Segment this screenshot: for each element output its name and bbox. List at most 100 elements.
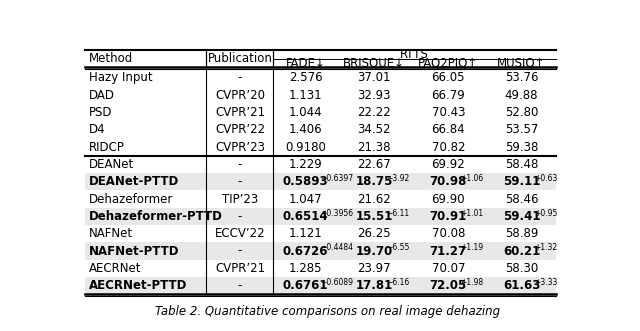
Text: 18.75: 18.75 <box>355 175 392 188</box>
Text: AECRNet-PTTD: AECRNet-PTTD <box>89 279 188 292</box>
Text: 26.25: 26.25 <box>357 227 390 240</box>
Text: MUSIQ↑: MUSIQ↑ <box>497 57 546 70</box>
Text: 0.5893: 0.5893 <box>283 175 328 188</box>
Text: 70.08: 70.08 <box>431 227 465 240</box>
Text: 21.62: 21.62 <box>357 193 391 206</box>
Text: 2.576: 2.576 <box>289 71 323 84</box>
Text: CVPR’20: CVPR’20 <box>215 88 265 102</box>
Text: 37.01: 37.01 <box>357 71 390 84</box>
Text: 0.6514: 0.6514 <box>283 210 328 223</box>
Text: 15.51: 15.51 <box>355 210 392 223</box>
Text: -: - <box>238 158 242 171</box>
Text: 70.91: 70.91 <box>429 210 467 223</box>
Text: 70.07: 70.07 <box>431 262 465 275</box>
Text: -: - <box>238 210 242 223</box>
Text: 49.88: 49.88 <box>505 88 538 102</box>
Text: 53.57: 53.57 <box>505 123 538 136</box>
Text: -: - <box>238 71 242 84</box>
Text: 70.98: 70.98 <box>429 175 467 188</box>
Text: +1.98: +1.98 <box>461 278 484 287</box>
Text: 22.22: 22.22 <box>357 106 391 119</box>
Text: −6.11: −6.11 <box>387 209 410 218</box>
Text: +1.32: +1.32 <box>534 243 557 253</box>
Text: Publication: Publication <box>207 52 273 65</box>
Text: RIDCP: RIDCP <box>89 141 125 154</box>
Text: 0.6761: 0.6761 <box>283 279 328 292</box>
Text: 59.11: 59.11 <box>503 175 540 188</box>
Text: +3.33: +3.33 <box>534 278 557 287</box>
Text: 66.84: 66.84 <box>431 123 465 136</box>
Text: 58.48: 58.48 <box>505 158 538 171</box>
Text: 34.52: 34.52 <box>357 123 390 136</box>
Text: 1.406: 1.406 <box>289 123 323 136</box>
Text: DEANet: DEANet <box>89 158 134 171</box>
Text: CVPR’22: CVPR’22 <box>215 123 265 136</box>
Text: PSD: PSD <box>89 106 113 119</box>
Text: 66.05: 66.05 <box>431 71 465 84</box>
Text: ECCV’22: ECCV’22 <box>214 227 265 240</box>
Text: 21.38: 21.38 <box>357 141 390 154</box>
Text: 52.80: 52.80 <box>505 106 538 119</box>
Text: −0.4484: −0.4484 <box>320 243 353 253</box>
Text: 22.67: 22.67 <box>357 158 391 171</box>
Text: CVPR’23: CVPR’23 <box>215 141 265 154</box>
FancyBboxPatch shape <box>85 173 556 190</box>
Text: 58.30: 58.30 <box>505 262 538 275</box>
Text: 61.63: 61.63 <box>503 279 540 292</box>
Text: 1.285: 1.285 <box>289 262 323 275</box>
Text: FADE↓: FADE↓ <box>285 57 326 70</box>
Text: AECRNet: AECRNet <box>89 262 141 275</box>
Text: +0.95: +0.95 <box>534 209 557 218</box>
Text: 1.229: 1.229 <box>289 158 323 171</box>
Text: NAFNet-PTTD: NAFNet-PTTD <box>89 245 179 258</box>
Text: 0.9180: 0.9180 <box>285 141 326 154</box>
Text: Dehazeformer: Dehazeformer <box>89 193 173 206</box>
Text: -: - <box>238 279 242 292</box>
FancyBboxPatch shape <box>85 208 556 225</box>
Text: 69.90: 69.90 <box>431 193 465 206</box>
Text: 58.89: 58.89 <box>505 227 538 240</box>
Text: 1.121: 1.121 <box>289 227 323 240</box>
Text: Table 2. Quantitative comparisons on real image dehazing: Table 2. Quantitative comparisons on rea… <box>156 305 500 317</box>
Text: Hazy Input: Hazy Input <box>89 71 152 84</box>
Text: 66.79: 66.79 <box>431 88 465 102</box>
Text: −0.6397: −0.6397 <box>320 174 353 183</box>
Text: 72.05: 72.05 <box>429 279 467 292</box>
Text: DAD: DAD <box>89 88 115 102</box>
Text: PAQ2PIQ↑: PAQ2PIQ↑ <box>418 57 479 70</box>
Text: BRISQUE↓: BRISQUE↓ <box>343 57 405 70</box>
Text: +1.19: +1.19 <box>461 243 484 253</box>
Text: −6.55: −6.55 <box>387 243 410 253</box>
Text: NAFNet: NAFNet <box>89 227 133 240</box>
Text: 32.93: 32.93 <box>357 88 390 102</box>
Text: Method: Method <box>89 52 133 65</box>
Text: Dehazeformer-PTTD: Dehazeformer-PTTD <box>89 210 223 223</box>
Text: −0.3956: −0.3956 <box>320 209 353 218</box>
Text: 0.6726: 0.6726 <box>283 245 328 258</box>
Text: TIP’23: TIP’23 <box>222 193 258 206</box>
Text: 1.047: 1.047 <box>289 193 323 206</box>
Text: −0.6089: −0.6089 <box>320 278 353 287</box>
Text: 70.82: 70.82 <box>431 141 465 154</box>
FancyBboxPatch shape <box>85 242 556 260</box>
Text: 23.97: 23.97 <box>357 262 390 275</box>
Text: 17.81: 17.81 <box>355 279 392 292</box>
Text: +0.63: +0.63 <box>534 174 557 183</box>
Text: D4: D4 <box>89 123 106 136</box>
Text: +1.06: +1.06 <box>461 174 484 183</box>
Text: +1.01: +1.01 <box>461 209 484 218</box>
Text: 59.38: 59.38 <box>505 141 538 154</box>
Text: 71.27: 71.27 <box>429 245 467 258</box>
Text: CVPR’21: CVPR’21 <box>215 106 265 119</box>
Text: 59.41: 59.41 <box>502 210 540 223</box>
Text: 69.92: 69.92 <box>431 158 465 171</box>
Text: -: - <box>238 245 242 258</box>
Text: 60.21: 60.21 <box>503 245 540 258</box>
Text: 70.43: 70.43 <box>431 106 465 119</box>
Text: RTTS: RTTS <box>401 48 429 61</box>
Text: −3.92: −3.92 <box>387 174 410 183</box>
FancyBboxPatch shape <box>85 277 556 294</box>
Text: 58.46: 58.46 <box>505 193 538 206</box>
Text: DEANet-PTTD: DEANet-PTTD <box>89 175 179 188</box>
Text: CVPR’21: CVPR’21 <box>215 262 265 275</box>
